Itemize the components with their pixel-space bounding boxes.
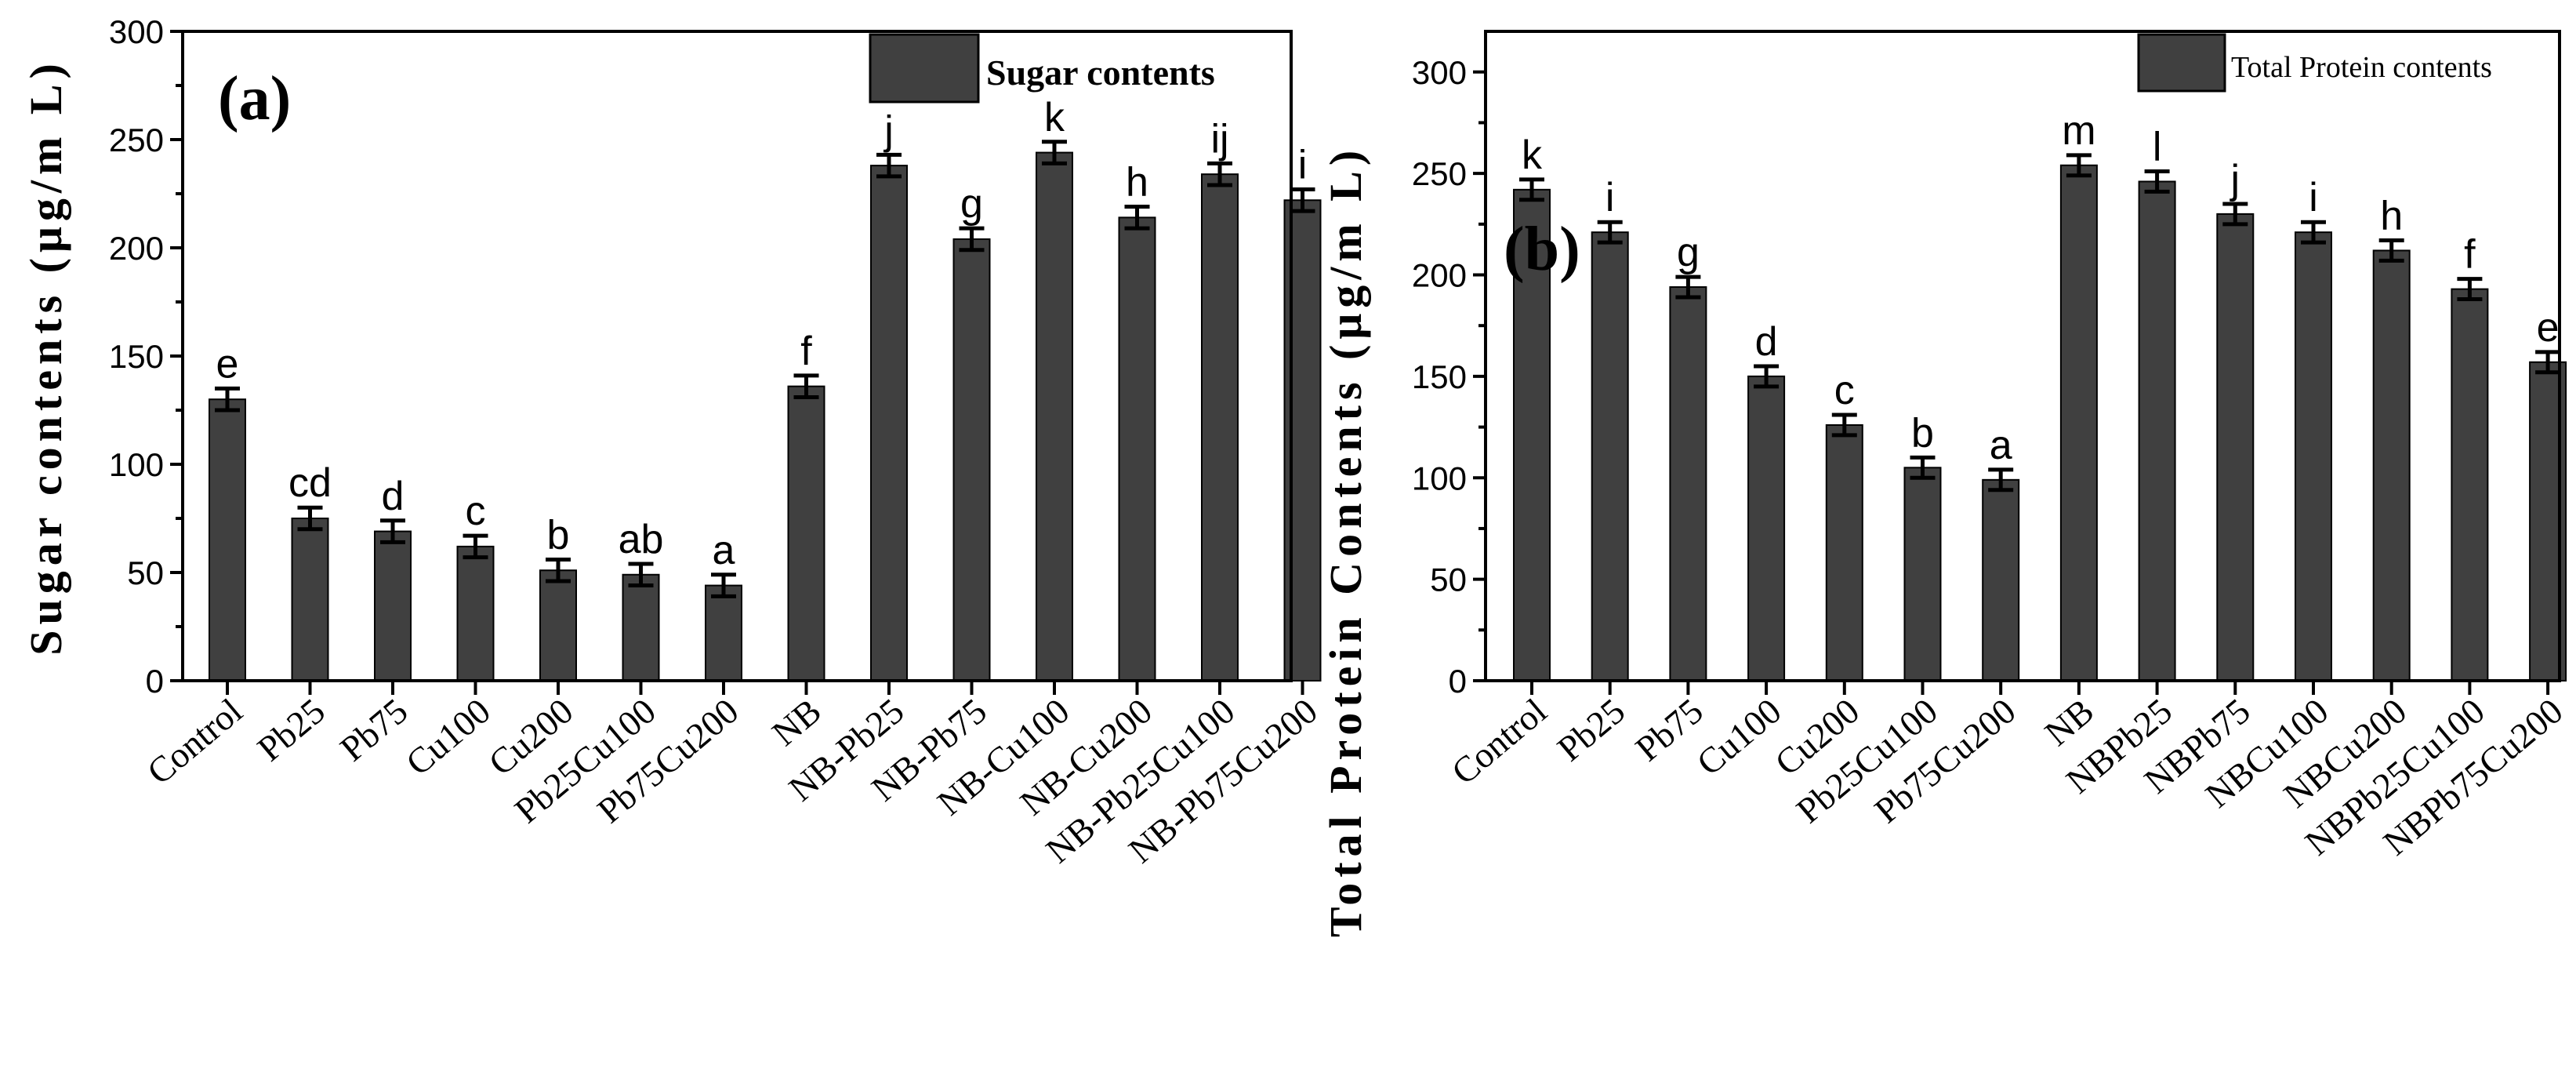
chart-b-significance-label: l	[2153, 125, 2162, 170]
chart-b-significance-label: g	[1677, 230, 1700, 275]
chart-a-significance-label: h	[1126, 160, 1148, 205]
chart-b-bar	[2138, 180, 2176, 682]
chart-a-xtick-label: NB	[764, 691, 829, 754]
chart-a-xtick-label: Cu100	[398, 691, 498, 783]
chart-b-bars: k i g d c b a m l j i h f e	[1513, 108, 2567, 682]
chart-b-ylabel: Total Protein Contents (μg/m L)	[1320, 145, 1371, 937]
chart-b-xaxis: ControlPb25Pb75Cu100Cu200Pb25Cu100Pb75Cu…	[1444, 681, 2571, 863]
chart-b-ytick-label: 150	[1412, 358, 1467, 395]
chart-b-significance-label: i	[1605, 175, 1615, 220]
chart-a-bar	[374, 530, 412, 682]
chart-a-bar	[291, 518, 329, 682]
chart-a-significance-label: f	[800, 329, 812, 374]
chart-b-legend: Total Protein contents	[2137, 33, 2492, 93]
chart-a-bar	[622, 573, 660, 682]
chart-a-significance-label: k	[1044, 95, 1065, 140]
chart-b-bar	[2216, 213, 2255, 682]
chart-b-significance-label: b	[1911, 410, 1934, 456]
chart-b-panel-label: (b)	[1504, 215, 1580, 284]
chart-b-legend-text: Total Protein contents	[2231, 51, 2492, 84]
chart-a-bar	[456, 545, 495, 682]
chart-b-bar	[1825, 423, 1863, 682]
chart-a-legend-swatch	[869, 33, 980, 104]
chart-a-bar	[209, 398, 246, 682]
chart-b-significance-label: i	[2309, 175, 2318, 220]
chart-b-bar	[1903, 467, 1942, 682]
chart-a-xaxis: Control Pb25 Pb75Cu100Cu200Pb25Cu100Pb75Cu…	[140, 681, 1325, 871]
chart-a-ytick-label: 0	[146, 663, 164, 700]
chart-a-significance-label: g	[960, 181, 983, 227]
chart-a-bar	[1036, 151, 1073, 682]
chart-b-ytick-label: 200	[1412, 257, 1467, 294]
chart-a-significance-label: ab	[619, 517, 664, 562]
chart-b-legend-swatch	[2137, 33, 2226, 93]
chart-b-significance-label: m	[2062, 108, 2095, 154]
chart-b-significance-label: d	[1755, 319, 1778, 365]
chart-a-bar	[1201, 173, 1239, 682]
chart-b-ytick-label: 300	[1412, 54, 1467, 91]
chart-a-significance-label: j	[883, 107, 894, 153]
chart-a-bar	[705, 584, 742, 682]
chart-a-ylabel: Sugar contents (μg/m L)	[20, 58, 71, 656]
chart-a-significance-label: a	[713, 528, 735, 573]
chart-b-bar	[2295, 231, 2332, 682]
chart-b-xtick-label: Control	[1444, 691, 1554, 792]
chart-a-xtick-label: Control	[140, 691, 249, 792]
chart-a-significance-label: e	[216, 341, 239, 387]
chart-a-ytick-label: 100	[109, 446, 164, 483]
chart-b-bar	[1669, 286, 1707, 682]
chart-a-yaxis: 0 50 100 150 200 250 300	[109, 13, 183, 700]
chart-b: k i g d c b a m l j i h f e 0 50 100 150 200 250 300 Contro…	[1320, 30, 2571, 937]
chart-a-significance-label: b	[547, 512, 570, 558]
chart-b-significance-label: c	[1834, 368, 1855, 413]
chart-b-bar	[1591, 231, 1629, 682]
chart-a-ytick-label: 300	[109, 13, 164, 50]
chart-b-significance-label: h	[2380, 194, 2403, 239]
chart-b-significance-label: k	[1522, 133, 1543, 178]
chart-b-bar	[2059, 164, 2098, 682]
chart-a-ytick-label: 200	[109, 230, 164, 267]
chart-a-bar	[870, 165, 908, 682]
chart-b-ytick-label: 50	[1430, 562, 1467, 598]
chart-b-bar	[1747, 375, 1786, 682]
chart-b-ytick-label: 0	[1449, 663, 1467, 700]
chart-a-bar	[952, 238, 991, 682]
chart-b-frame	[1484, 30, 2561, 682]
chart-a: e cd d c b ab a f j g k h ij i 0 50 100 150 200 250 300 Con…	[20, 13, 1325, 871]
chart-b-significance-label: j	[2230, 157, 2240, 202]
chart-a-frame	[181, 30, 1293, 682]
chart-a-significance-label: c	[466, 489, 486, 534]
chart-a-bar	[1118, 216, 1156, 682]
chart-a-ytick-label: 50	[127, 554, 164, 591]
chart-b-bar	[2451, 288, 2489, 682]
chart-a-significance-label: ij	[1210, 116, 1228, 162]
chart-a-significance-label: cd	[288, 460, 332, 506]
chart-b-ytick-label: 100	[1412, 460, 1467, 496]
chart-b-significance-label: a	[1990, 423, 2012, 468]
chart-a-bar	[539, 569, 577, 682]
chart-a-panel-label: (a)	[218, 64, 291, 133]
chart-a-ytick-label: 250	[109, 122, 164, 158]
chart-b-significance-label: e	[2537, 305, 2560, 351]
chart-a-ytick-label: 150	[109, 338, 164, 375]
chart-a-significance-label: i	[1298, 142, 1308, 187]
chart-a-bars: e cd d c b ab a f j g k h ij i	[209, 95, 1322, 682]
chart-b-xtick-label: Pb25	[1550, 691, 1632, 769]
chart-a-significance-label: d	[382, 474, 405, 519]
chart-b-yaxis: 0 50 100 150 200 250 300	[1412, 54, 1486, 700]
chart-b-significance-label: f	[2464, 232, 2476, 278]
chart-b-ytick-label: 250	[1412, 155, 1467, 192]
chart-a-xtick-label: Pb25	[250, 691, 332, 769]
chart-b-bar	[1982, 478, 2020, 682]
chart-a-legend-text: Sugar contents	[986, 53, 1215, 93]
chart-b-xtick-label: Cu100	[1689, 691, 1789, 783]
chart-a-bar	[787, 385, 825, 682]
chart-a-legend: Sugar contents	[869, 33, 1215, 104]
chart-b-bar	[2372, 249, 2411, 682]
